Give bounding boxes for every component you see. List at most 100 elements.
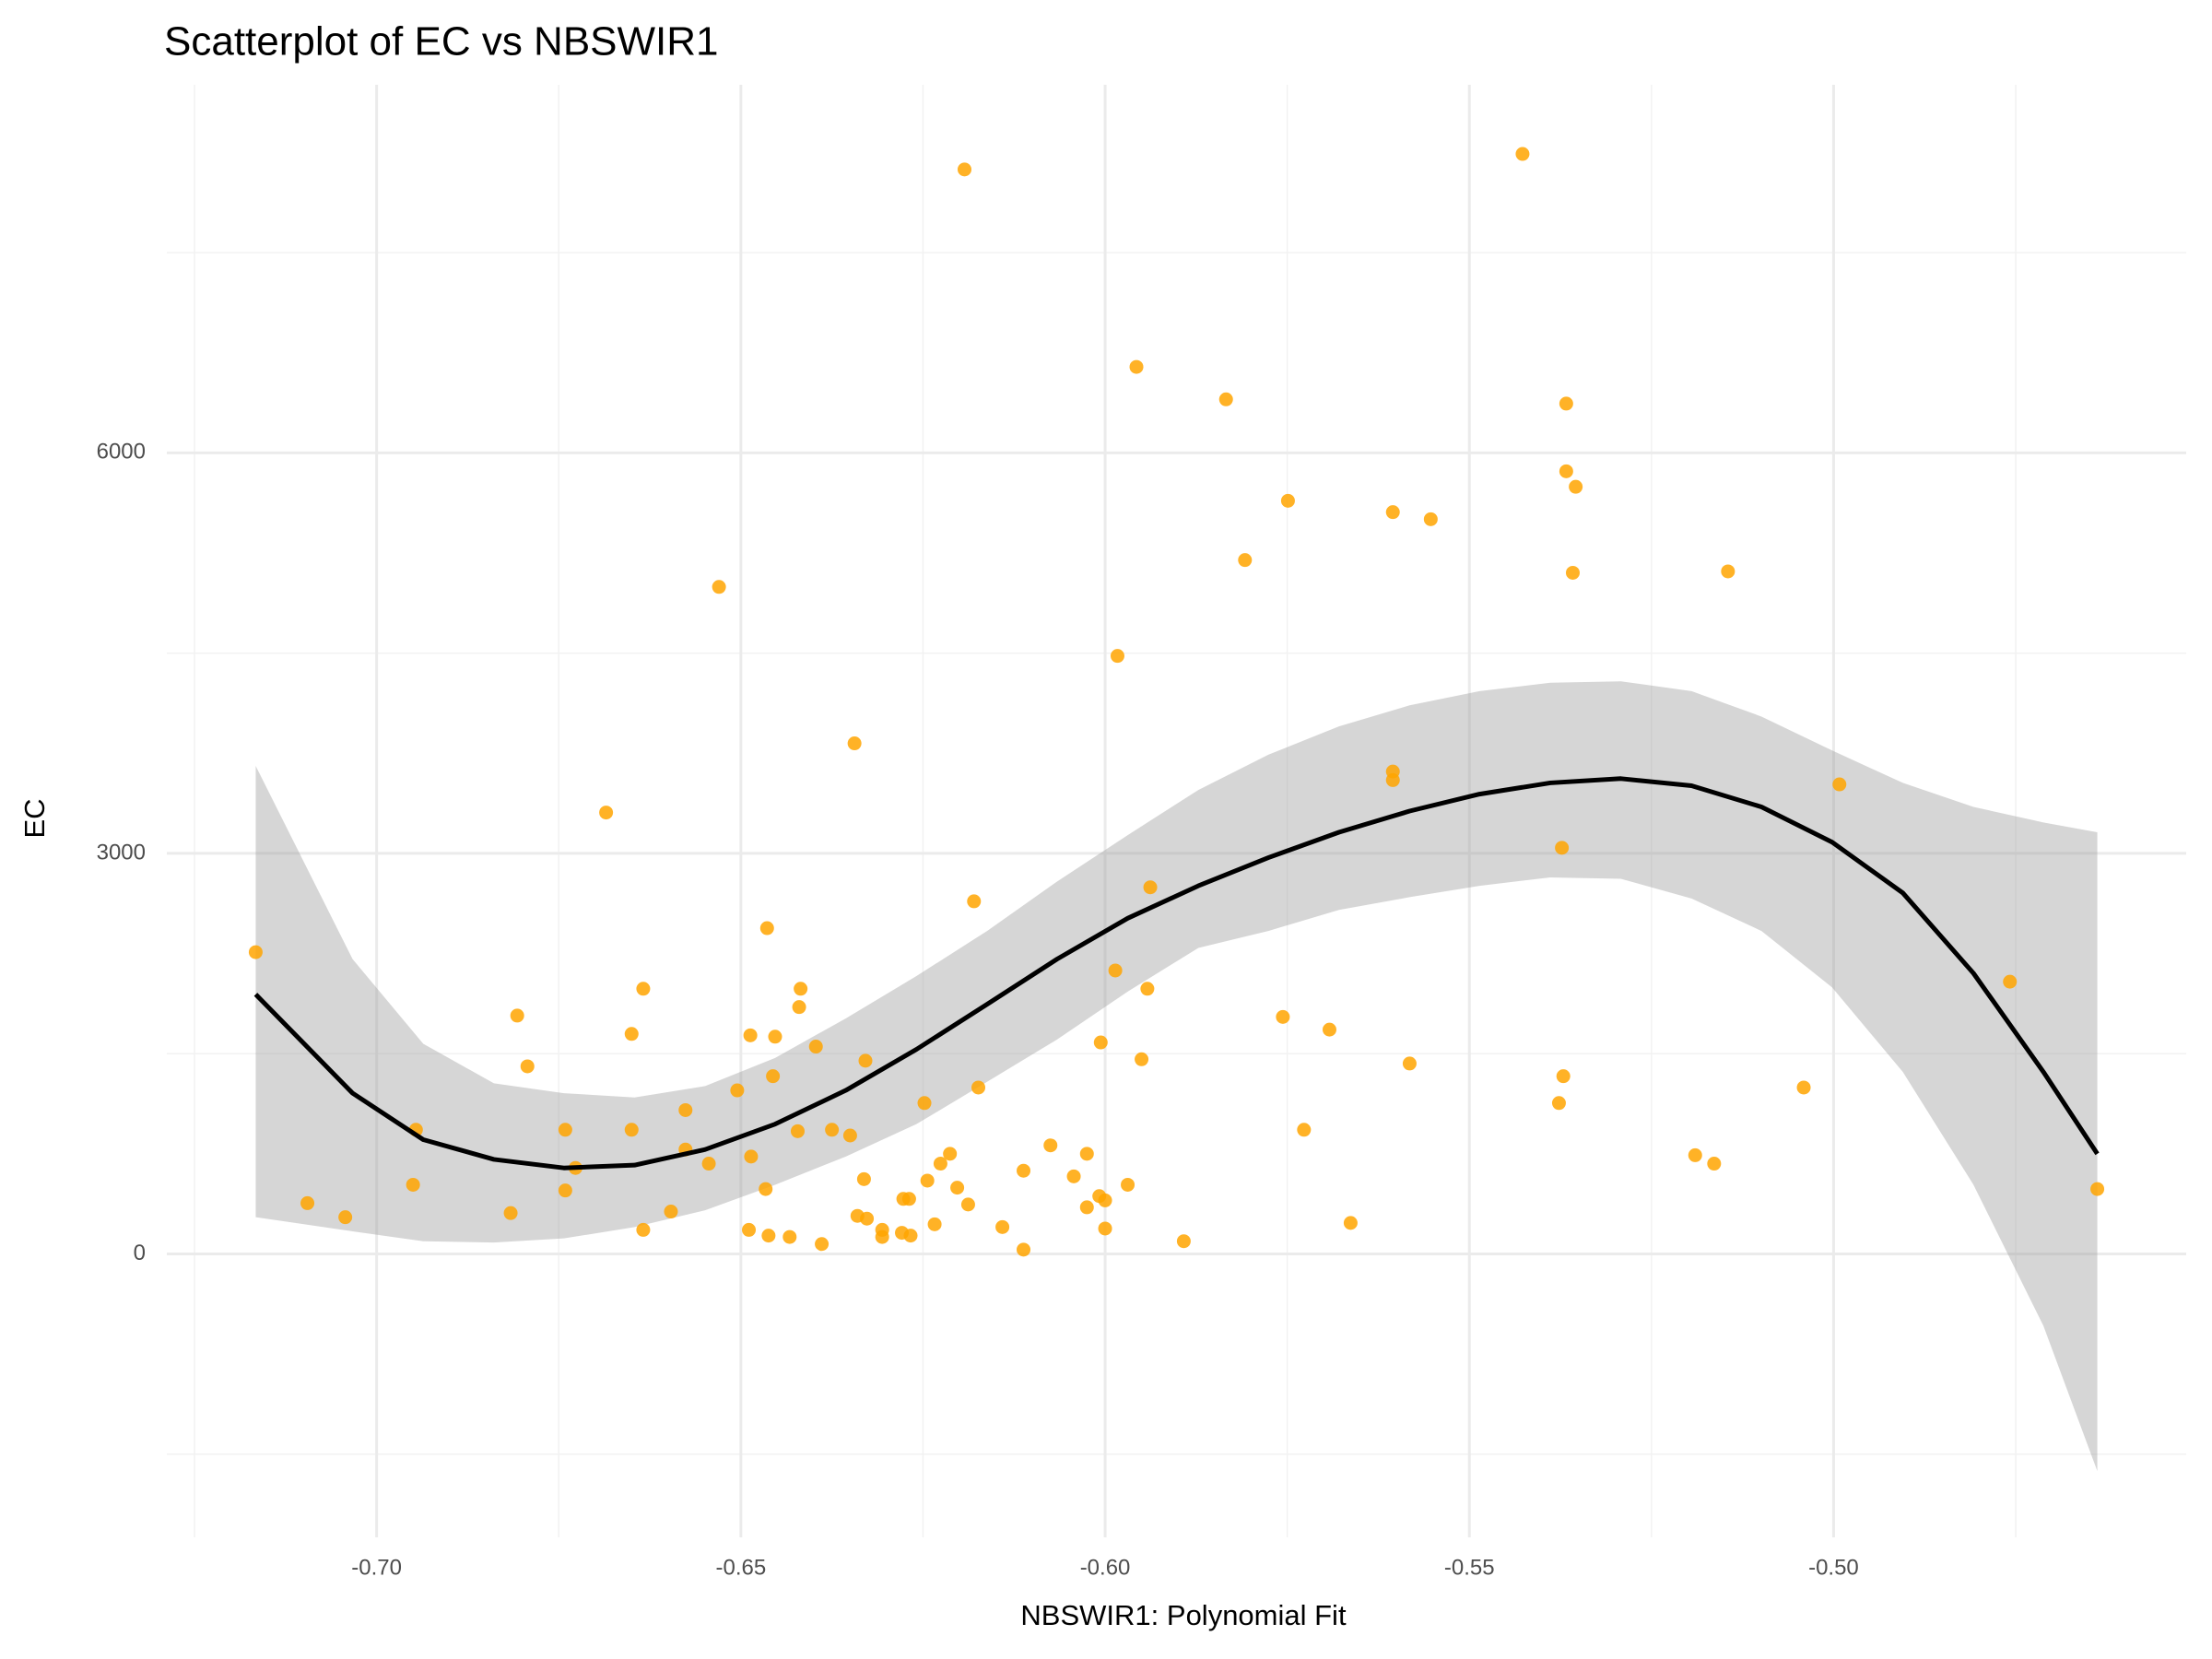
point — [792, 1000, 806, 1015]
point — [1423, 512, 1438, 526]
x-tick-label: -0.55 — [1444, 1555, 1495, 1580]
point — [2090, 1182, 2105, 1196]
point — [712, 580, 726, 594]
point — [1280, 493, 1295, 508]
point — [558, 1123, 572, 1137]
point — [782, 1230, 797, 1244]
point — [730, 1083, 745, 1098]
point — [1140, 982, 1155, 996]
point — [759, 921, 774, 935]
point — [1565, 565, 1580, 580]
point — [825, 1123, 840, 1137]
point — [950, 1181, 965, 1195]
point — [927, 1217, 942, 1231]
point — [875, 1230, 889, 1244]
point — [920, 1173, 935, 1188]
point — [1559, 396, 1573, 411]
point — [957, 162, 971, 177]
point — [967, 894, 982, 909]
point — [1093, 1035, 1108, 1050]
point — [1343, 1216, 1358, 1230]
y-axis-title: EC — [18, 798, 51, 838]
grid — [167, 85, 2186, 1537]
point — [1559, 464, 1573, 478]
x-tick-label: -0.50 — [1808, 1555, 1859, 1580]
point — [624, 1123, 639, 1137]
point — [943, 1147, 958, 1161]
point — [338, 1210, 353, 1225]
point — [794, 982, 808, 996]
point — [1143, 880, 1158, 895]
point — [520, 1059, 535, 1074]
point — [1066, 1169, 1081, 1183]
point — [768, 1030, 782, 1044]
point — [1555, 841, 1570, 855]
point — [1385, 772, 1400, 787]
x-axis-title: NBSWIR1: Polynomial Fit — [1020, 1599, 1347, 1631]
point — [1796, 1080, 1811, 1095]
point — [664, 1205, 678, 1219]
point — [624, 1027, 639, 1041]
point — [761, 1229, 776, 1243]
point — [917, 1096, 932, 1111]
point — [1098, 1221, 1112, 1236]
point — [248, 945, 263, 959]
point — [1322, 1022, 1336, 1037]
point — [1129, 359, 1144, 374]
point — [503, 1206, 518, 1220]
point — [1176, 1234, 1191, 1249]
point — [2003, 974, 2018, 989]
y-tick-label: 0 — [134, 1241, 146, 1265]
x-tick-label: -0.65 — [715, 1555, 766, 1580]
point — [636, 982, 651, 996]
x-tick-label: -0.60 — [1080, 1555, 1131, 1580]
point — [1218, 392, 1233, 406]
point — [510, 1008, 524, 1023]
point — [808, 1040, 823, 1054]
point — [1556, 1069, 1571, 1084]
point — [743, 1028, 758, 1042]
point — [1043, 1138, 1058, 1153]
x-tick-label: -0.70 — [351, 1555, 402, 1580]
point — [1110, 649, 1124, 664]
y-tick-label: 6000 — [97, 440, 146, 465]
point — [1402, 1056, 1417, 1071]
point — [1832, 777, 1847, 792]
point — [1551, 1096, 1566, 1111]
point — [1098, 1193, 1112, 1207]
point — [300, 1195, 315, 1210]
point — [1707, 1157, 1722, 1171]
y-tick-label: 3000 — [97, 840, 146, 865]
point — [1276, 1009, 1290, 1024]
point — [1121, 1177, 1135, 1192]
point — [599, 806, 614, 820]
confidence-band — [255, 681, 2098, 1472]
point — [933, 1157, 947, 1171]
plot-area — [248, 147, 2105, 1472]
point — [858, 1053, 873, 1068]
point — [1108, 963, 1123, 978]
point — [744, 1149, 759, 1164]
point — [1688, 1147, 1702, 1162]
point — [842, 1128, 857, 1143]
point — [971, 1080, 986, 1095]
point — [558, 1183, 572, 1198]
point — [960, 1197, 975, 1212]
point — [1297, 1123, 1312, 1137]
point — [742, 1222, 757, 1237]
point — [815, 1237, 830, 1252]
point — [1017, 1242, 1031, 1257]
point — [860, 1211, 875, 1226]
point — [995, 1219, 1010, 1234]
point — [856, 1171, 871, 1186]
point — [1385, 505, 1400, 520]
point — [759, 1182, 773, 1196]
point — [1238, 553, 1253, 568]
fit-line — [253, 776, 2100, 1171]
point — [901, 1192, 916, 1206]
point — [1017, 1163, 1031, 1178]
point — [678, 1102, 693, 1117]
point — [903, 1229, 918, 1243]
point — [847, 736, 862, 751]
